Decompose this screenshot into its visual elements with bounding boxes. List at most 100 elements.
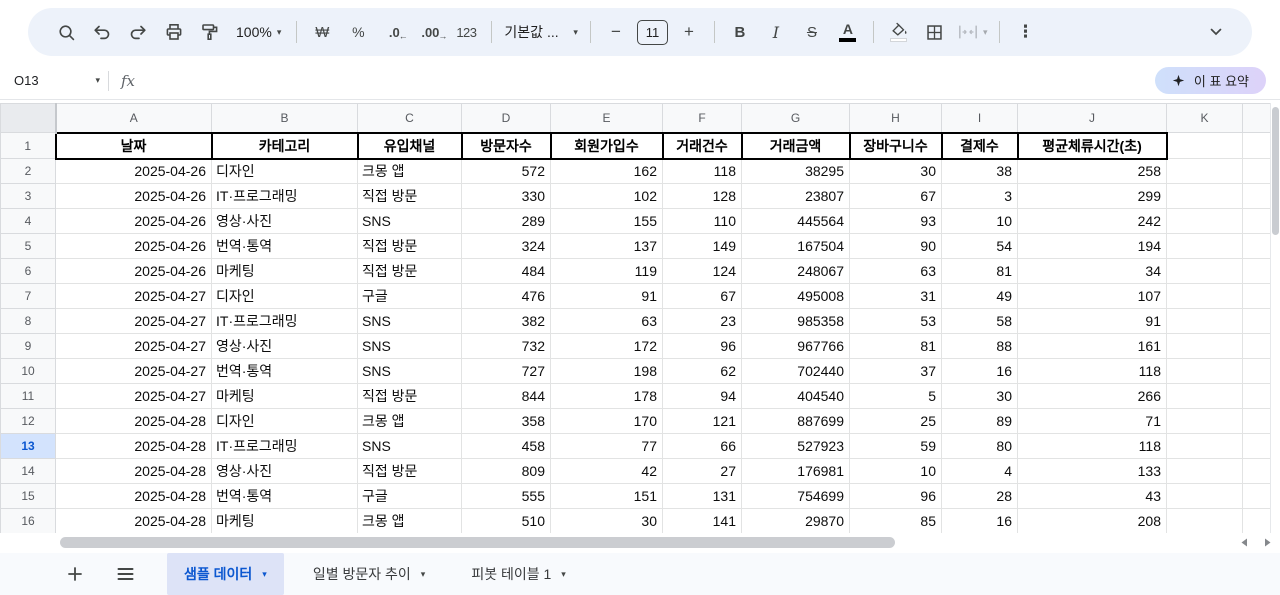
cell[interactable]: 967766: [741, 333, 850, 359]
cell[interactable]: 96: [662, 333, 742, 359]
cell[interactable]: [1166, 358, 1243, 384]
cell[interactable]: 직접 방문: [357, 233, 462, 259]
cell[interactable]: 2025-04-26: [55, 258, 212, 284]
header-cell[interactable]: 방문자수: [460, 131, 552, 160]
scroll-left-icon[interactable]: [1240, 538, 1248, 547]
cell[interactable]: 디자인: [211, 158, 358, 184]
horizontal-scrollbar[interactable]: [0, 533, 1280, 553]
strikethrough-button[interactable]: S: [794, 15, 830, 49]
increase-decimal-button[interactable]: .00 →: [412, 15, 448, 49]
column-header-D[interactable]: D: [461, 103, 551, 133]
cell[interactable]: 242: [1017, 208, 1167, 234]
cell[interactable]: 직접 방문: [357, 258, 462, 284]
row-header-11[interactable]: 11: [0, 383, 56, 409]
cell[interactable]: [1166, 283, 1243, 309]
cell[interactable]: 128: [662, 183, 742, 209]
decrease-font-size-button[interactable]: −: [598, 15, 634, 49]
cell[interactable]: SNS: [357, 433, 462, 459]
name-box[interactable]: O13 ▾: [0, 73, 100, 88]
font-size-input[interactable]: 11: [636, 19, 668, 45]
cell[interactable]: 38295: [741, 158, 850, 184]
cell[interactable]: [1166, 458, 1243, 484]
cell[interactable]: 16: [941, 358, 1018, 384]
cell[interactable]: [1166, 433, 1243, 459]
cell[interactable]: SNS: [357, 358, 462, 384]
header-cell[interactable]: 평균체류시간(초): [1016, 131, 1168, 160]
cell[interactable]: 732: [461, 333, 551, 359]
row-header-9[interactable]: 9: [0, 333, 56, 359]
cell[interactable]: 67: [849, 183, 942, 209]
cell[interactable]: 25: [849, 408, 942, 434]
cell[interactable]: 2025-04-27: [55, 308, 212, 334]
cell[interactable]: 81: [849, 333, 942, 359]
cell[interactable]: 2025-04-28: [55, 483, 212, 509]
cell[interactable]: 118: [662, 158, 742, 184]
cell[interactable]: 118: [1017, 358, 1167, 384]
cell[interactable]: IT·프로그래밍: [211, 183, 358, 209]
borders-button[interactable]: [917, 15, 953, 49]
cell[interactable]: [1242, 383, 1272, 409]
cell[interactable]: 31: [849, 283, 942, 309]
column-header-C[interactable]: C: [357, 103, 462, 133]
cell[interactable]: 172: [550, 333, 663, 359]
cell[interactable]: SNS: [357, 308, 462, 334]
row-header-8[interactable]: 8: [0, 308, 56, 334]
cell[interactable]: 91: [550, 283, 663, 309]
cell[interactable]: 10: [941, 208, 1018, 234]
cell[interactable]: 107: [1017, 283, 1167, 309]
cell[interactable]: 34: [1017, 258, 1167, 284]
select-all-corner[interactable]: [0, 103, 57, 133]
cell[interactable]: 2025-04-26: [55, 183, 212, 209]
header-cell[interactable]: 회원가입수: [549, 131, 664, 160]
cell[interactable]: 484: [461, 258, 551, 284]
cell[interactable]: SNS: [357, 208, 462, 234]
cell[interactable]: 마케팅: [211, 508, 358, 533]
cell[interactable]: 영상·사진: [211, 208, 358, 234]
merge-cells-button[interactable]: ▾: [953, 15, 993, 49]
cell[interactable]: 510: [461, 508, 551, 533]
cell[interactable]: 358: [461, 408, 551, 434]
cell[interactable]: 크몽 앱: [357, 408, 462, 434]
cell[interactable]: 81: [941, 258, 1018, 284]
row-header-2[interactable]: 2: [0, 158, 56, 184]
cell[interactable]: 170: [550, 408, 663, 434]
cell[interactable]: 330: [461, 183, 551, 209]
cell[interactable]: 258: [1017, 158, 1167, 184]
cell[interactable]: SNS: [357, 333, 462, 359]
cell[interactable]: 23: [662, 308, 742, 334]
cell[interactable]: [1242, 408, 1272, 434]
cell[interactable]: 직접 방문: [357, 183, 462, 209]
cell[interactable]: 445564: [741, 208, 850, 234]
cell[interactable]: 149: [662, 233, 742, 259]
cell[interactable]: 96: [849, 483, 942, 509]
cell[interactable]: IT·프로그래밍: [211, 308, 358, 334]
cell[interactable]: 66: [662, 433, 742, 459]
cell[interactable]: 137: [550, 233, 663, 259]
cell[interactable]: 디자인: [211, 283, 358, 309]
cell[interactable]: [1166, 258, 1243, 284]
cell[interactable]: 458: [461, 433, 551, 459]
row-header-13[interactable]: 13: [0, 433, 56, 459]
cell[interactable]: 번역·통역: [211, 358, 358, 384]
row-header-6[interactable]: 6: [0, 258, 56, 284]
column-header-J[interactable]: J: [1017, 103, 1167, 133]
cell[interactable]: [1166, 483, 1243, 509]
cell[interactable]: 구글: [357, 483, 462, 509]
cell[interactable]: 208: [1017, 508, 1167, 533]
cell[interactable]: 88: [941, 333, 1018, 359]
all-sheets-button[interactable]: [108, 557, 142, 591]
row-header-5[interactable]: 5: [0, 233, 56, 259]
cell[interactable]: 2025-04-26: [55, 208, 212, 234]
cell[interactable]: 476: [461, 283, 551, 309]
cell[interactable]: 38: [941, 158, 1018, 184]
cell[interactable]: 영상·사진: [211, 458, 358, 484]
cell[interactable]: [1242, 358, 1272, 384]
more-toolbar-button[interactable]: ⋮: [1007, 15, 1043, 49]
column-header-A[interactable]: A: [55, 103, 212, 133]
cell[interactable]: 2025-04-28: [55, 458, 212, 484]
cell[interactable]: [1242, 283, 1272, 309]
cell[interactable]: 2025-04-26: [55, 233, 212, 259]
cell[interactable]: 2025-04-28: [55, 508, 212, 533]
cell[interactable]: 85: [849, 508, 942, 533]
cell[interactable]: [1242, 233, 1272, 259]
